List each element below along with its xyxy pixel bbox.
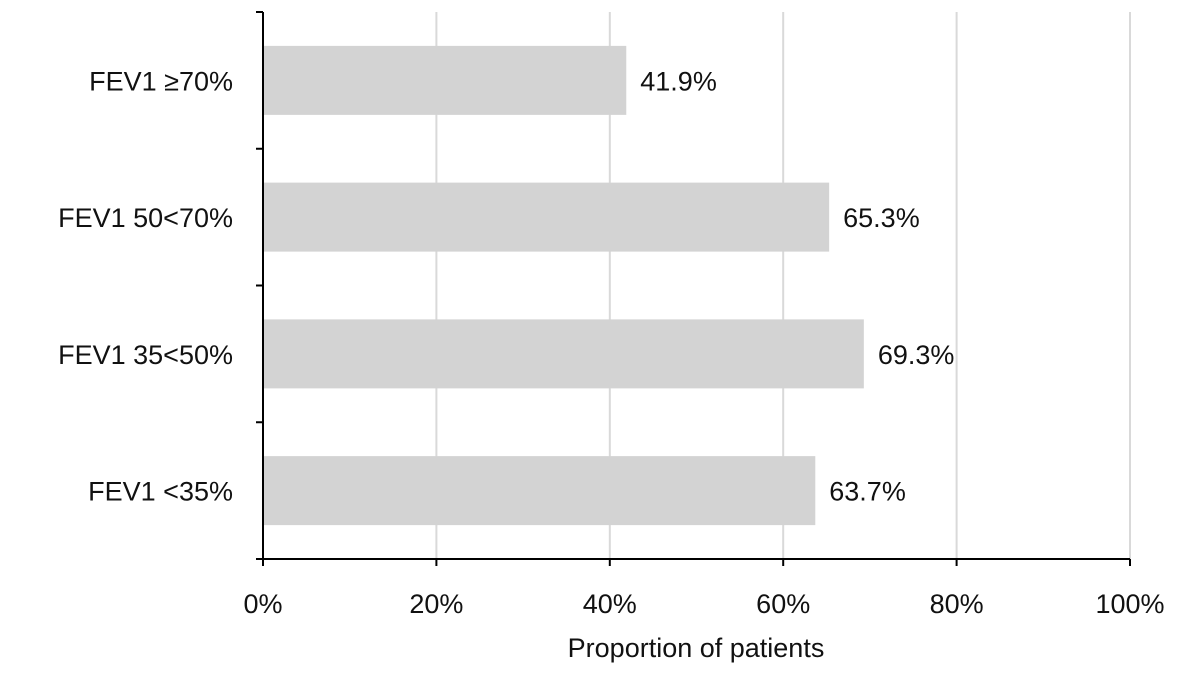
axes (256, 11, 1131, 566)
x-axis-title: Proportion of patients (568, 633, 825, 663)
bar-3 (263, 456, 816, 526)
bar-1 (263, 182, 830, 252)
category-label-0: FEV1 ≥70% (89, 66, 233, 96)
x-tick-label-100: 100% (1095, 589, 1164, 619)
data-label-1: 65.3% (843, 203, 920, 233)
category-label-2: FEV1 35<50% (58, 340, 233, 370)
bar-2 (263, 319, 864, 389)
bar-0 (263, 45, 627, 115)
bars (263, 45, 864, 526)
category-label-1: FEV1 50<70% (58, 203, 233, 233)
x-tick-label-0: 0% (243, 589, 282, 619)
data-label-0: 41.9% (640, 66, 717, 96)
labels: 41.9% FEV1 ≥70% 65.3% FEV1 50<70% 69.3% FEV1 … (58, 66, 1164, 619)
data-label-3: 63.7% (829, 477, 906, 507)
category-label-3: FEV1 <35% (88, 477, 233, 507)
x-tick-label-40: 40% (583, 589, 637, 619)
data-label-2: 69.3% (878, 340, 955, 370)
x-tick-label-20: 20% (409, 589, 463, 619)
x-tick-label-60: 60% (756, 589, 810, 619)
x-tick-label-80: 80% (930, 589, 984, 619)
